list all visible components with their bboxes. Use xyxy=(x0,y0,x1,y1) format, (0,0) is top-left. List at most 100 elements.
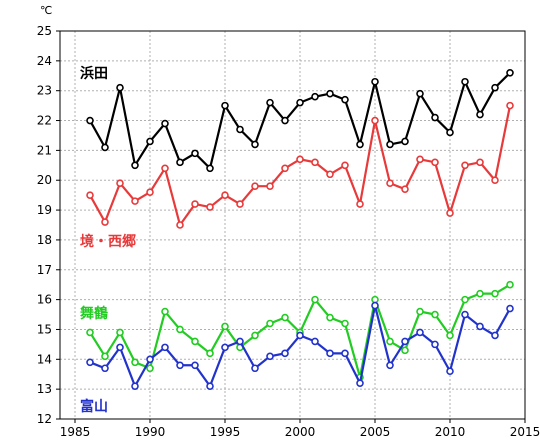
data-point xyxy=(371,295,379,304)
y-tick-label: 18 xyxy=(37,233,52,247)
data-point xyxy=(86,358,94,367)
y-axis-ticks: 12 13 14 15 16 17 18 19 20 21 22 23 24 25 xyxy=(37,24,60,426)
data-point xyxy=(191,149,199,158)
data-point xyxy=(176,325,184,334)
data-point xyxy=(251,140,259,149)
data-point xyxy=(416,328,424,337)
data-point xyxy=(281,164,289,173)
data-point xyxy=(311,92,319,101)
y-tick-label: 12 xyxy=(37,412,52,426)
data-point xyxy=(131,358,139,367)
data-point xyxy=(266,182,274,190)
data-point xyxy=(221,101,229,110)
data-point xyxy=(101,218,109,226)
data-point xyxy=(476,289,484,298)
data-point xyxy=(236,337,244,346)
series-layer xyxy=(86,68,514,390)
data-point xyxy=(401,346,409,355)
data-point xyxy=(401,137,409,146)
data-point xyxy=(206,349,214,358)
series-label: 境・西郷 xyxy=(80,233,136,250)
data-point xyxy=(341,349,349,358)
x-tick-label: 1995 xyxy=(210,425,241,439)
x-tick-label: 2000 xyxy=(285,425,316,439)
data-point xyxy=(266,319,274,328)
data-point xyxy=(341,319,349,328)
data-point xyxy=(491,331,499,340)
data-point xyxy=(416,307,424,316)
x-tick-label: 2005 xyxy=(360,425,391,439)
series-label: 浜田 xyxy=(80,65,108,82)
data-point xyxy=(326,313,334,322)
data-point xyxy=(446,367,454,376)
data-point xyxy=(281,313,289,322)
x-tick-label: 1990 xyxy=(135,425,166,439)
y-tick-label: 16 xyxy=(37,293,52,307)
data-point xyxy=(131,197,139,205)
data-point xyxy=(206,203,214,211)
data-point xyxy=(326,349,334,358)
data-point xyxy=(461,161,469,170)
data-point xyxy=(311,295,319,304)
y-tick-label: 24 xyxy=(37,54,52,68)
data-point xyxy=(266,352,274,361)
data-point xyxy=(146,137,154,146)
data-point xyxy=(296,331,304,340)
data-point xyxy=(416,89,424,98)
data-point xyxy=(506,304,514,313)
data-point xyxy=(506,280,514,289)
y-tick-label: 20 xyxy=(37,173,52,187)
x-axis-ticks: 1985 1990 1995 2000 2005 2010 2015 xyxy=(60,419,540,439)
data-point xyxy=(161,164,169,173)
y-unit-label: ℃ xyxy=(40,4,52,17)
data-point xyxy=(461,77,469,86)
data-point xyxy=(131,161,139,170)
data-point xyxy=(251,331,259,340)
data-point xyxy=(116,343,124,352)
grid-lines xyxy=(60,31,525,419)
data-point xyxy=(116,328,124,337)
y-tick-label: 25 xyxy=(37,24,52,38)
x-tick-label: 1985 xyxy=(60,425,91,439)
y-tick-label: 13 xyxy=(37,382,52,396)
data-point xyxy=(251,182,259,190)
data-point xyxy=(431,113,439,122)
series-label: 富山 xyxy=(80,398,108,415)
data-point xyxy=(431,310,439,319)
y-tick-label: 21 xyxy=(37,143,52,157)
data-point xyxy=(356,140,364,149)
data-point xyxy=(86,328,94,337)
y-tick-label: 15 xyxy=(37,322,52,336)
data-point xyxy=(176,221,184,229)
data-point xyxy=(491,83,499,92)
data-point xyxy=(461,295,469,304)
data-point xyxy=(491,176,499,185)
data-point xyxy=(296,98,304,107)
data-point xyxy=(401,185,409,193)
data-point xyxy=(416,155,424,164)
x-tick-label: 2010 xyxy=(435,425,466,439)
data-point xyxy=(101,352,109,361)
data-point xyxy=(326,89,334,98)
data-point xyxy=(461,310,469,319)
data-point xyxy=(191,361,199,370)
data-point xyxy=(356,379,364,387)
data-point xyxy=(191,337,199,346)
data-point xyxy=(386,361,394,370)
data-point xyxy=(236,200,244,208)
data-point xyxy=(371,116,379,125)
data-point xyxy=(116,83,124,92)
data-point xyxy=(431,340,439,349)
data-point xyxy=(476,322,484,331)
data-point xyxy=(161,307,169,316)
data-point xyxy=(491,289,499,298)
data-point xyxy=(101,364,109,373)
y-tick-label: 17 xyxy=(37,263,52,277)
data-point xyxy=(506,101,514,110)
x-tick-label: 2015 xyxy=(510,425,540,439)
data-point xyxy=(341,161,349,170)
series-line xyxy=(89,305,511,389)
data-point xyxy=(221,343,229,352)
